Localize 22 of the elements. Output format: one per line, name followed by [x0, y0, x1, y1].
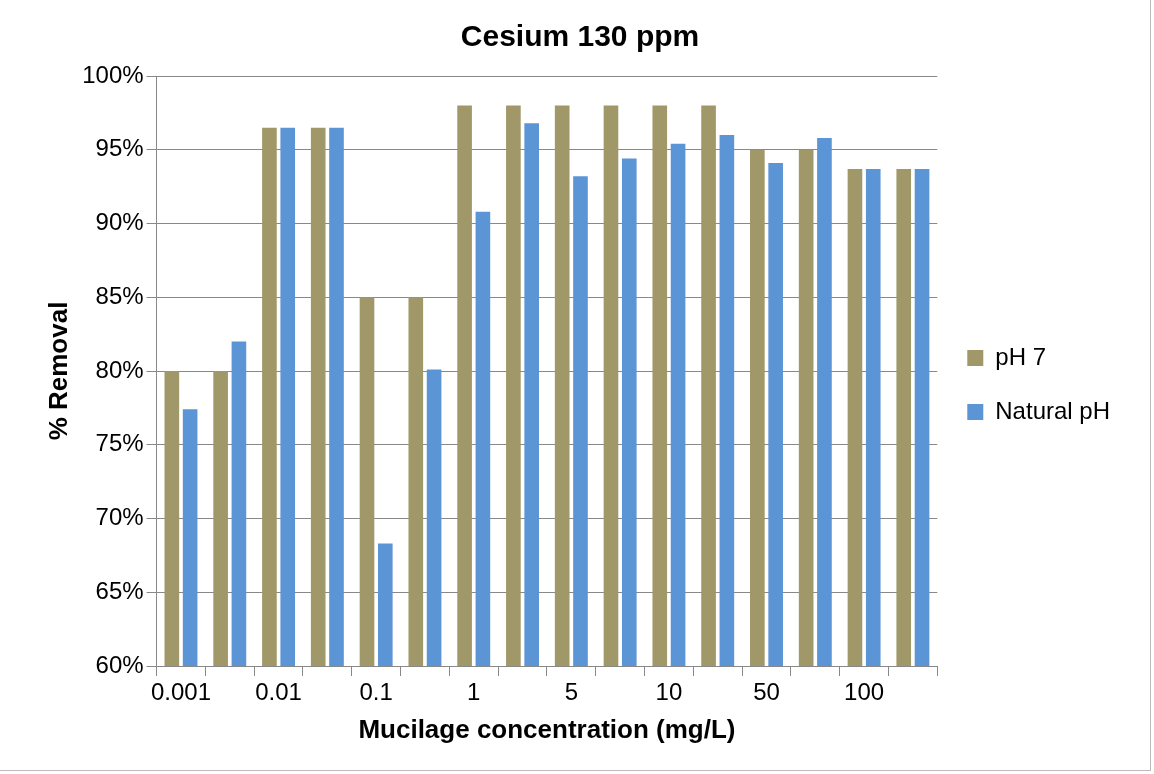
y-tick-label: 90%	[95, 208, 144, 236]
x-tick-label: 5	[564, 678, 579, 706]
x-tick-label: 100	[844, 678, 885, 706]
y-tick-label: 75%	[95, 429, 144, 457]
y-tick-label: 80%	[95, 355, 144, 383]
y-axis-title: % Removal	[42, 301, 73, 441]
x-tick-label: 50	[753, 678, 780, 706]
x-tick-label: 0.01	[255, 678, 302, 706]
x-axis-title: Mucilage concentration (mg/L)	[358, 713, 736, 744]
y-tick-label: 65%	[95, 576, 144, 604]
y-tick-label: 95%	[95, 134, 144, 162]
x-tick-label: 1	[467, 678, 481, 706]
chart-title: Cesium 130 ppm	[460, 19, 700, 53]
x-tick-label: 0.001	[150, 678, 212, 706]
y-tick-label: 60%	[95, 650, 144, 678]
y-tick-label: 100%	[82, 60, 144, 88]
x-tick-label: 0.1	[359, 678, 393, 706]
legend-label: Natural pH	[995, 396, 1110, 424]
legend-label: pH 7	[995, 342, 1046, 370]
x-tick-label: 10	[655, 678, 683, 706]
y-tick-label: 85%	[95, 281, 144, 309]
y-tick-label: 70%	[95, 503, 144, 531]
